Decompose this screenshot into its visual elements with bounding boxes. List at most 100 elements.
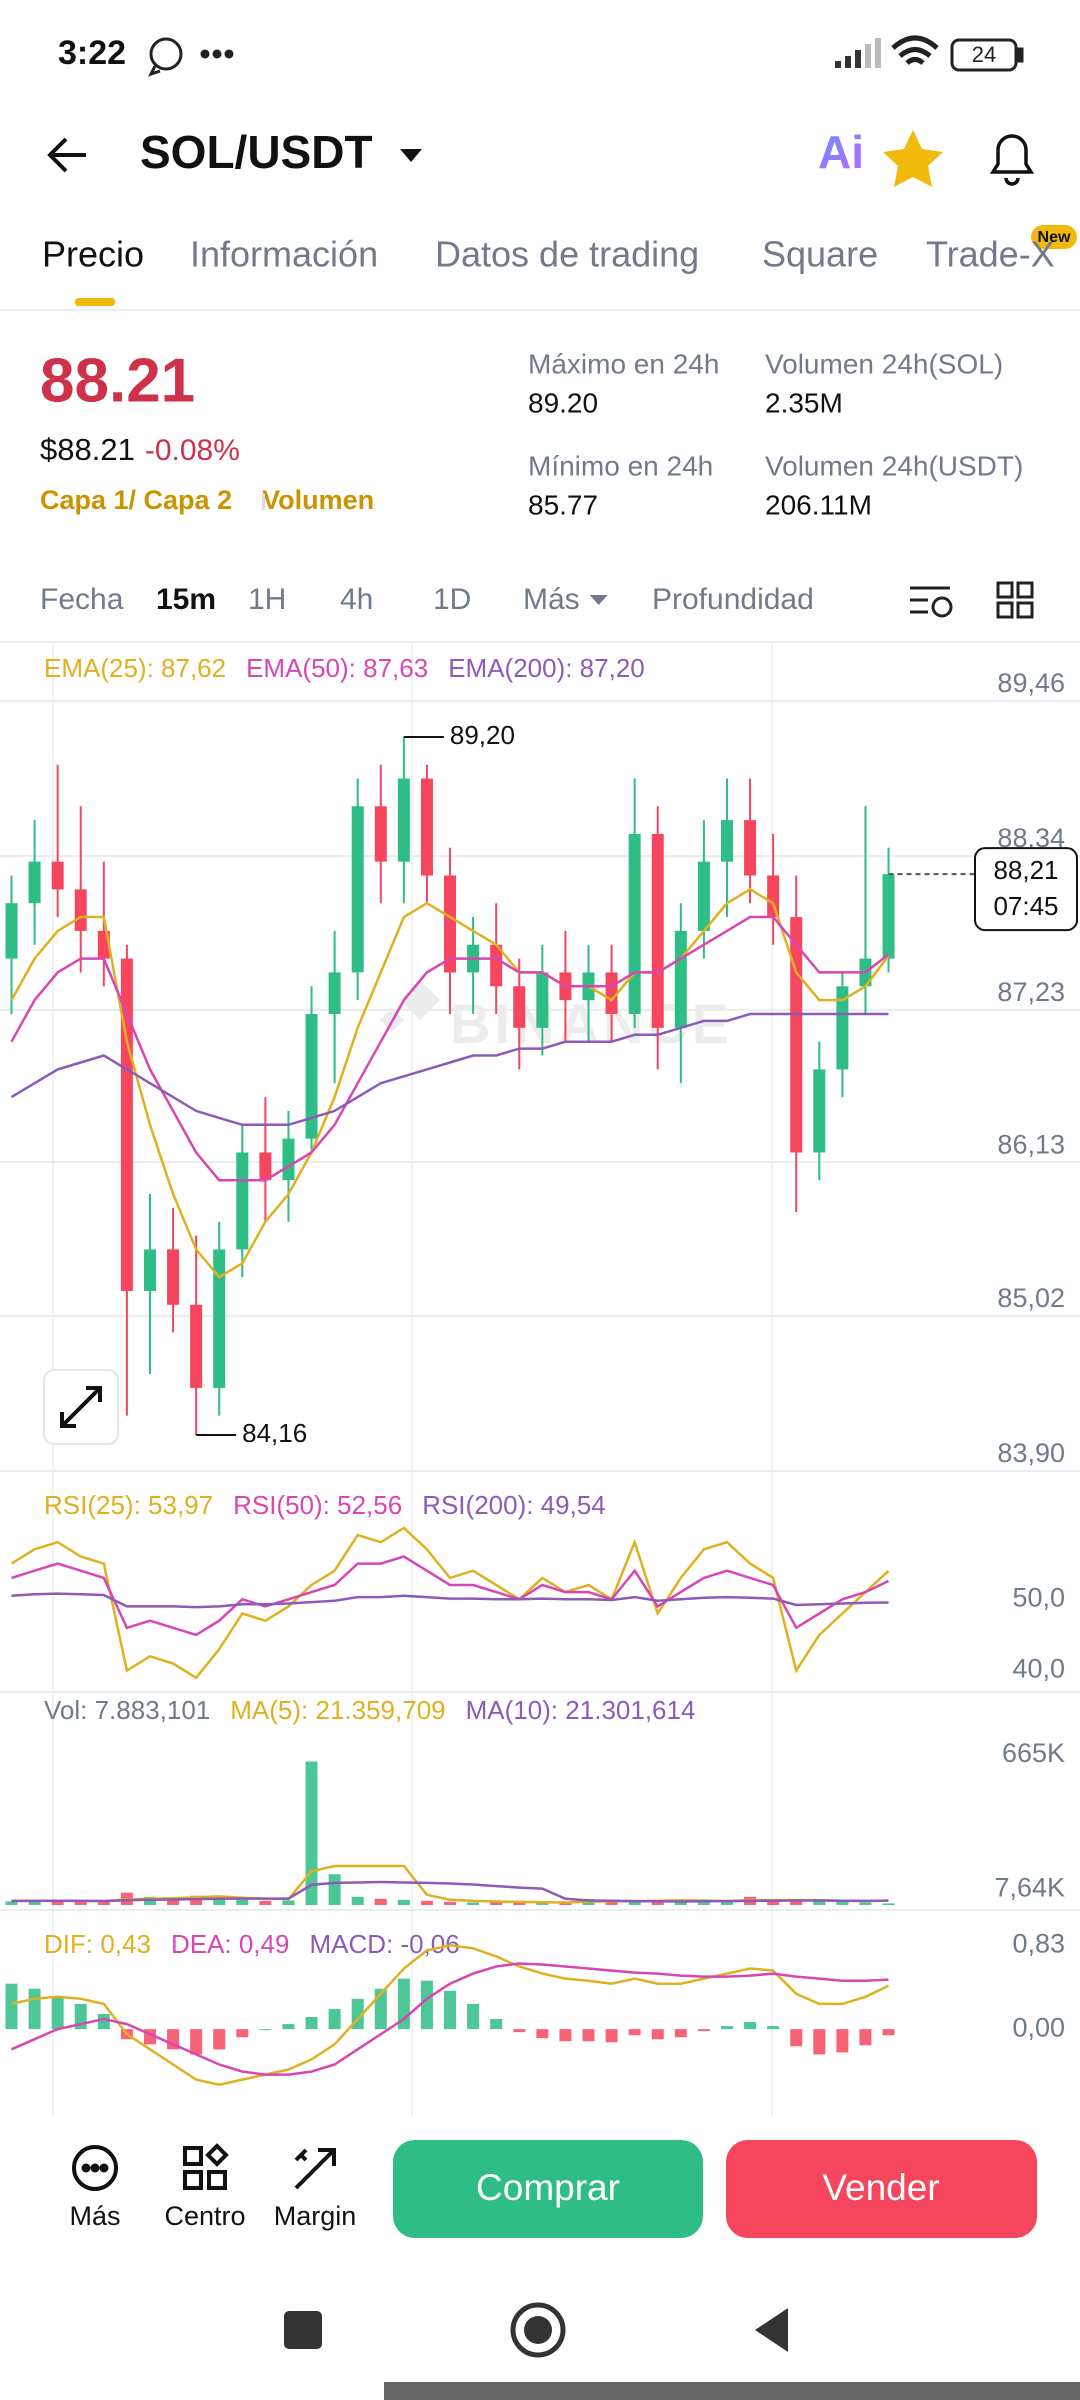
interval[interactable]: 15m <box>156 583 216 616</box>
bar <box>328 2008 341 2030</box>
sell-button[interactable] <box>726 2140 1037 2238</box>
legend-entry: EMA(200): 87,20 <box>448 653 645 683</box>
bar <box>813 2029 826 2055</box>
stat-label: Volumen 24h(SOL) <box>765 348 1003 379</box>
interval[interactable]: 4h <box>340 583 373 616</box>
tag[interactable]: Volumen <box>262 485 374 515</box>
bar <box>697 2029 710 2032</box>
interval[interactable]: Más <box>523 583 580 616</box>
expand-button[interactable] <box>43 1369 119 1445</box>
y-tick-label: 7,64K <box>994 1873 1065 1903</box>
last-price-time: 07:45 <box>993 891 1058 921</box>
bar <box>882 1903 895 1905</box>
interval[interactable]: 1D <box>433 583 471 616</box>
bar <box>97 2013 110 2030</box>
bar <box>51 1996 64 2030</box>
candle-body <box>213 1249 226 1388</box>
candle-body <box>143 1249 156 1291</box>
series-line <box>10 1012 889 1127</box>
tab-underline <box>75 298 115 306</box>
annotation: 84,16 <box>242 1418 307 1448</box>
tab[interactable]: Datos de trading <box>435 234 699 275</box>
y-tick-label: 40,0 <box>1012 1654 1065 1684</box>
series-line <box>11 1592 889 1609</box>
candle-body <box>259 1152 272 1181</box>
last-price-label: 88,21 <box>993 855 1058 885</box>
bottom-item[interactable]: Margin <box>274 2201 357 2231</box>
candle-body <box>167 1249 180 1305</box>
bottom-icons[interactable] <box>72 2143 336 2191</box>
tab[interactable]: Trade-X <box>926 234 1055 275</box>
candle-body <box>397 778 410 862</box>
y-tick-label: 83,90 <box>997 1438 1065 1468</box>
watermark-logo <box>380 980 440 1032</box>
tag[interactable]: Capa 1/ Capa 2 <box>40 485 232 515</box>
candle-body <box>305 1013 318 1139</box>
bar <box>628 1901 641 1905</box>
candle-body <box>605 972 618 1014</box>
tab[interactable]: Información <box>190 234 378 275</box>
interval[interactable]: Profundidad <box>652 583 814 616</box>
candle-body <box>5 903 18 959</box>
bar <box>790 1901 803 1905</box>
chart-panel: 50,0 40,0 RSI(25): 53,97 RSI(50): 52,56 RSI(… <box>10 1490 1065 1684</box>
bar <box>28 1900 41 1905</box>
y-tick-label: 87,23 <box>997 977 1065 1007</box>
y-tick-label: 0,00 <box>1012 2012 1065 2042</box>
bar <box>490 1902 503 1905</box>
bar <box>74 1901 87 1905</box>
bar <box>513 1902 526 1905</box>
bar <box>328 1874 341 1905</box>
bar <box>5 1983 18 2030</box>
bar <box>720 1901 733 1905</box>
stat-label: Volumen 24h(USDT) <box>765 450 1023 481</box>
legend-entry: DIF: 0,43 <box>44 1929 151 1959</box>
interval[interactable]: 1H <box>248 583 286 616</box>
stat-label: Mínimo en 24h <box>528 450 713 481</box>
nav-bar[interactable] <box>284 2302 788 2358</box>
header-icons[interactable] <box>47 130 1035 187</box>
bar <box>813 1900 826 1905</box>
bottom-item[interactable]: Centro <box>164 2201 245 2231</box>
tab[interactable]: Precio <box>42 234 144 275</box>
bar <box>213 2029 226 2050</box>
chart-panel: BINANCE89,4688,3487,2386,1385,0283,90EMA… <box>0 653 1080 1472</box>
tab[interactable]: Square <box>762 234 878 275</box>
bar <box>444 1990 457 2030</box>
sell-label[interactable]: Vender <box>822 2167 939 2208</box>
y-tick-label: 50,0 <box>1012 1582 1065 1612</box>
interval[interactable]: Fecha <box>40 583 124 616</box>
legend-entry: RSI(25): 53,97 <box>44 1490 213 1520</box>
buy-label[interactable]: Comprar <box>476 2167 620 2208</box>
bar <box>374 1898 387 1905</box>
series-line <box>10 887 890 1279</box>
status-icons <box>148 35 1024 77</box>
candle-body <box>420 778 433 876</box>
candle-body <box>674 930 687 1028</box>
bottom-item[interactable]: Más <box>69 2201 120 2231</box>
candle-body <box>120 958 133 1291</box>
candle-body <box>74 889 87 931</box>
bar <box>51 1900 64 1905</box>
y-tick-label: 665K <box>1002 1738 1065 1768</box>
battery-level: 24 <box>972 42 996 67</box>
y-tick-label: 0,83 <box>1012 1928 1065 1958</box>
bar <box>282 2024 295 2030</box>
bar <box>513 2029 526 2033</box>
y-tick-label: 86,13 <box>997 1129 1065 1159</box>
ai-button[interactable]: Ai <box>818 126 864 178</box>
bar <box>836 1901 849 1905</box>
price-usd: $88.21 <box>40 432 135 467</box>
chart-tool-icons[interactable] <box>910 581 1034 619</box>
last-price: 88.21 <box>40 346 195 415</box>
candle-body <box>651 833 664 1028</box>
vertical-grid <box>52 644 773 2116</box>
candle-body <box>51 861 64 890</box>
buy-button[interactable] <box>393 2140 703 2238</box>
bar <box>5 1901 18 1905</box>
series-line <box>10 915 890 1182</box>
legend-entry: MA(10): 21.301,614 <box>466 1695 696 1725</box>
stat-value: 206.11M <box>765 489 872 520</box>
panel-separators <box>0 1691 1080 1911</box>
